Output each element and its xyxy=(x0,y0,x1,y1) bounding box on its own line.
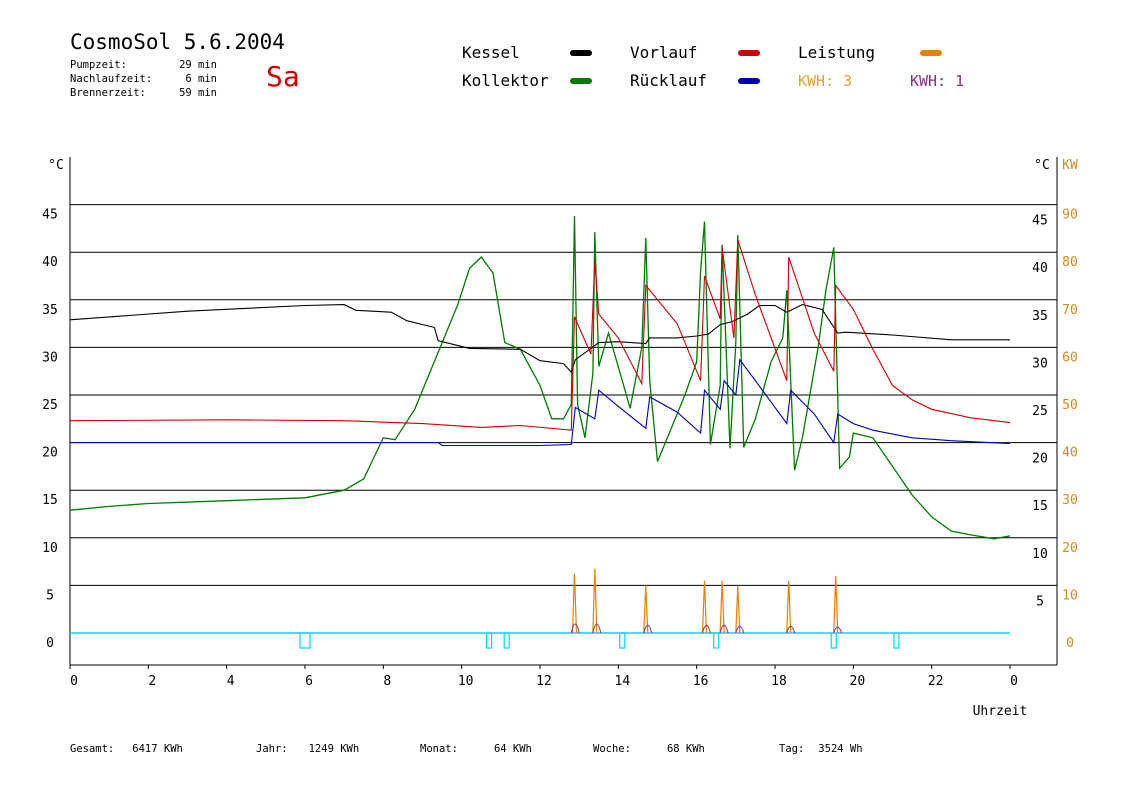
y-tick-label-kw: 10 xyxy=(1062,588,1078,603)
weekday-label: Sa xyxy=(266,60,300,93)
leistung-spike xyxy=(719,580,725,634)
y-tick-label-left: 5 xyxy=(46,588,54,603)
kwh-pulse xyxy=(592,623,602,634)
x-tick-label: 0 xyxy=(70,674,78,689)
leistung-spike xyxy=(643,585,649,634)
y-tick-label-right: 45 xyxy=(1032,214,1048,229)
y-tick-label-left: 20 xyxy=(42,446,58,461)
x-tick-label: 10 xyxy=(458,674,474,689)
y-tick-label-right: 15 xyxy=(1032,499,1048,514)
series-kollektor xyxy=(69,215,1011,540)
pump-marker xyxy=(619,632,626,649)
x-tick-label: 12 xyxy=(536,674,552,689)
legend-ruecklauf-label: Rücklauf xyxy=(630,71,708,90)
leistung-spike xyxy=(786,580,792,634)
y-tick-label-right: 5 xyxy=(1036,594,1044,609)
legend-kwh-a: KWH: 3 xyxy=(798,72,853,90)
y-axis-label-right: °C xyxy=(1034,158,1050,173)
y-tick-label-left: 15 xyxy=(42,493,58,508)
info-nachlaufzeit: Nachlaufzeit: 6 min xyxy=(70,73,217,85)
y-tick-label-kw: 20 xyxy=(1062,541,1078,556)
kwh-pulse xyxy=(735,625,745,634)
y-tick-label-kw: 60 xyxy=(1062,350,1078,365)
y-tick-label-kw: 0 xyxy=(1066,636,1074,651)
legend-leistung-swatch xyxy=(920,50,942,56)
legend-ruecklauf-swatch xyxy=(738,78,760,84)
x-axis-label: Uhrzeit xyxy=(973,704,1028,719)
x-tick-label: 14 xyxy=(615,674,631,689)
y-tick-label-left: 10 xyxy=(42,541,58,556)
leistung-spike xyxy=(571,573,578,634)
legend-vorlauf-swatch xyxy=(738,50,760,56)
series-ruecklauf xyxy=(70,358,1011,447)
kwh-pulse xyxy=(701,624,711,634)
legend-kollektor-swatch xyxy=(570,78,592,84)
x-tick-label: 4 xyxy=(227,674,235,689)
legend-kessel-label: Kessel xyxy=(462,43,520,62)
y-tick-label-left: 35 xyxy=(42,303,58,318)
y-tick-label-left: 30 xyxy=(42,350,58,365)
y-tick-label-right: 10 xyxy=(1032,547,1048,562)
y-tick-label-kw: 30 xyxy=(1062,493,1078,508)
legend-vorlauf-label: Vorlauf xyxy=(630,43,698,62)
info-brennerzeit: Brennerzeit: 59 min xyxy=(70,87,217,99)
kwh-pulse xyxy=(643,624,653,634)
legend-kwh-b: KWH: 1 xyxy=(910,72,965,90)
y-tick-label-right: 40 xyxy=(1032,261,1048,276)
legend-kessel-swatch xyxy=(570,50,592,56)
x-tick-label: 6 xyxy=(305,674,313,689)
y-tick-label-kw: 70 xyxy=(1062,303,1078,318)
y-tick-label-kw: 90 xyxy=(1062,208,1078,223)
kwh-pulse xyxy=(570,623,580,634)
series-kessel xyxy=(69,304,1010,374)
footer-woche: Woche: 68 KWh xyxy=(593,743,705,755)
leistung-spike xyxy=(701,580,708,634)
y-tick-label-right: 30 xyxy=(1032,356,1048,371)
series-vorlauf xyxy=(69,239,1011,431)
leistung-spike xyxy=(592,568,598,634)
pump-marker xyxy=(485,632,493,649)
footer-gesamt: Gesamt: 6417 KWh xyxy=(70,743,183,755)
info-pumpzeit: Pumpzeit: 29 min xyxy=(70,59,217,71)
pump-marker xyxy=(299,632,311,649)
leistung-spike xyxy=(735,585,741,634)
x-tick-label: 2 xyxy=(148,674,156,689)
y-tick-label-kw: 40 xyxy=(1062,446,1078,461)
y-tick-label-right: 35 xyxy=(1032,309,1048,324)
x-tick-label: 16 xyxy=(693,674,709,689)
y-tick-label-kw: 50 xyxy=(1062,398,1078,413)
y-tick-label-right: 25 xyxy=(1032,404,1048,419)
kwh-pulse xyxy=(786,625,796,634)
x-tick-label: 22 xyxy=(928,674,944,689)
kwh-pulse xyxy=(833,626,843,634)
x-tick-label: 8 xyxy=(383,674,391,689)
y-tick-label-left: 45 xyxy=(42,208,58,223)
x-tick-label: 0 xyxy=(1010,674,1018,689)
footer-jahr: Jahr: 1249 KWh xyxy=(256,743,360,755)
chart-title: CosmoSol 5.6.2004 xyxy=(70,30,285,54)
y-axis-label-left: °C xyxy=(48,158,64,173)
y-tick-label-left: 25 xyxy=(42,398,58,413)
leistung-spike xyxy=(833,575,839,634)
footer-tag: Tag: 3524 Wh xyxy=(779,743,863,755)
legend-leistung-label: Leistung xyxy=(798,43,876,62)
footer-monat: Monat: 64 KWh xyxy=(420,743,532,755)
pump-marker xyxy=(830,632,837,649)
y-axis-label-kw: KW xyxy=(1062,158,1078,173)
pump-marker xyxy=(503,632,510,649)
y-tick-label-kw: 80 xyxy=(1062,255,1078,270)
kwh-pulse xyxy=(719,624,729,634)
x-tick-label: 20 xyxy=(850,674,866,689)
pump-marker xyxy=(713,632,720,649)
legend-kollektor-label: Kollektor xyxy=(462,71,549,90)
y-tick-label-left: 40 xyxy=(42,255,58,270)
pump-marker xyxy=(893,632,900,649)
x-tick-label: 18 xyxy=(771,674,787,689)
y-tick-label-left: 0 xyxy=(46,636,54,651)
y-tick-label-right: 20 xyxy=(1032,452,1048,467)
